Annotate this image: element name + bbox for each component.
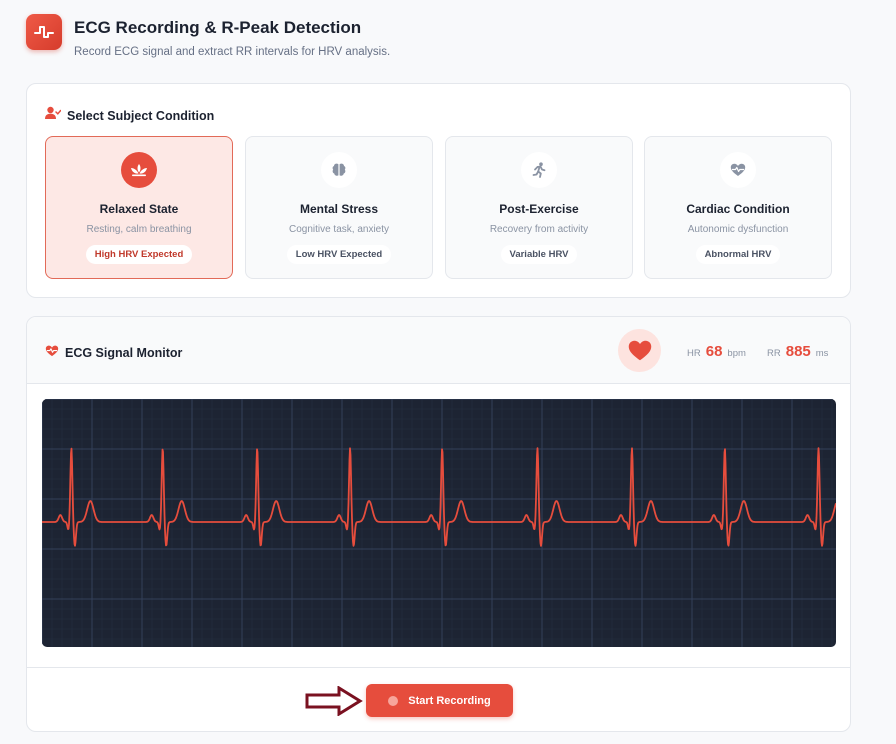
brain-icon [321, 152, 357, 188]
option-title: Mental Stress [299, 202, 379, 216]
ecg-grid [42, 399, 836, 647]
lotus-icon [121, 152, 157, 188]
ecg-monitor-title: ECG Signal Monitor [65, 346, 183, 360]
rr-value: 885 [785, 343, 811, 360]
condition-option-cardiac[interactable]: Cardiac Condition Autonomic dysfunction … [644, 136, 832, 279]
hr-value: 68 [705, 343, 723, 360]
condition-card: Select Subject Condition Relaxed State R… [26, 83, 851, 298]
option-badge: Variable HRV [500, 245, 578, 264]
condition-option-post-exercise[interactable]: Post-Exercise Recovery from activity Var… [445, 136, 633, 279]
ecg-waveform-display [42, 399, 836, 647]
start-recording-label: Start Recording [408, 694, 491, 707]
waveform-icon [26, 14, 62, 50]
rr-unit: ms [815, 348, 829, 359]
ecg-monitor-header: ECG Signal Monitor HR 68 bpm RR 885 ms [27, 317, 850, 384]
section-title: Select Subject Condition [67, 108, 215, 123]
option-title: Post-Exercise [499, 202, 579, 216]
option-badge: Low HRV Expected [286, 245, 392, 264]
option-description: Resting, calm breathing [86, 224, 192, 235]
ecg-monitor-card: ECG Signal Monitor HR 68 bpm RR 885 ms S… [26, 316, 851, 732]
user-check-icon [45, 106, 62, 125]
option-title: Relaxed State [99, 202, 179, 216]
option-badge: Abnormal HRV [695, 245, 781, 264]
ecg-trace [42, 447, 836, 547]
condition-option-mental-stress[interactable]: Mental Stress Cognitive task, anxiety Lo… [245, 136, 433, 279]
heart-rate-readout: HR 68 bpm [687, 343, 746, 360]
page-title: ECG Recording & R-Peak Detection [74, 18, 362, 37]
start-recording-button[interactable]: Start Recording [366, 684, 513, 717]
option-description: Cognitive task, anxiety [288, 224, 390, 235]
ecg-monitor-footer: Start Recording [27, 667, 850, 731]
ecg-waveform-svg [42, 399, 836, 647]
rr-interval-readout: RR 885 ms [767, 343, 828, 360]
rr-label: RR [767, 348, 781, 359]
record-dot-icon [388, 695, 399, 706]
heart-pulse-icon [720, 152, 756, 188]
hr-unit: bpm [727, 348, 746, 359]
option-description: Recovery from activity [489, 224, 589, 235]
heart-icon [618, 329, 661, 372]
option-description: Autonomic dysfunction [687, 224, 789, 235]
pointer-arrow-icon [305, 685, 363, 721]
option-badge: High HRV Expected [85, 245, 193, 264]
running-icon [521, 152, 557, 188]
condition-option-relaxed[interactable]: Relaxed State Resting, calm breathing Hi… [45, 136, 233, 279]
page-header: ECG Recording & R-Peak Detection Record … [26, 14, 390, 58]
page-subtitle: Record ECG signal and extract RR interva… [74, 46, 391, 58]
heart-pulse-icon [45, 344, 59, 362]
option-title: Cardiac Condition [686, 202, 790, 216]
hr-label: HR [687, 348, 701, 359]
